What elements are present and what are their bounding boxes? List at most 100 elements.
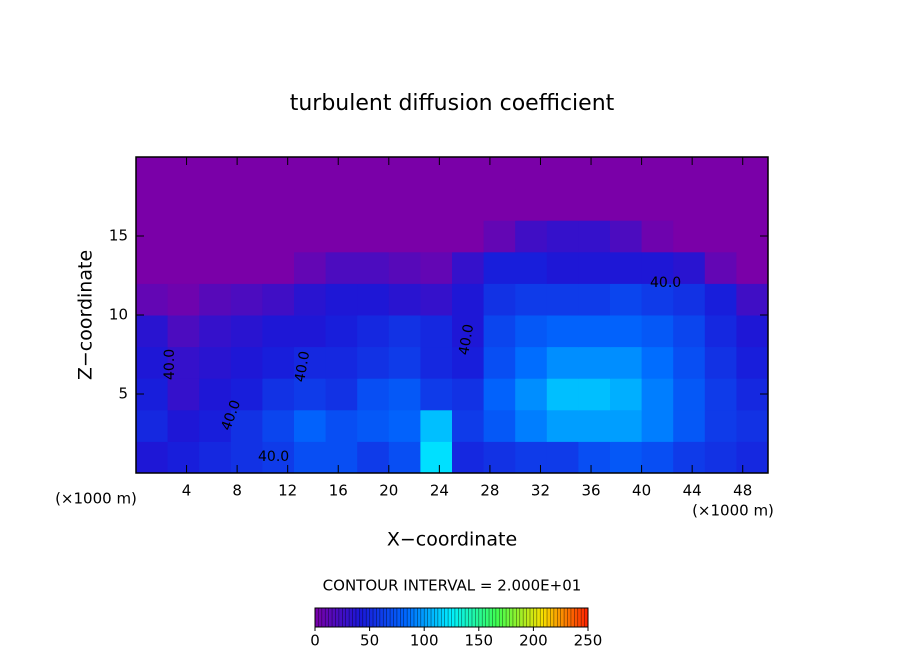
cell xyxy=(546,220,579,253)
cell xyxy=(483,378,516,411)
cell xyxy=(736,157,769,190)
cell xyxy=(294,441,327,474)
x-tick-label: 28 xyxy=(480,482,499,500)
cell xyxy=(641,157,674,190)
cell xyxy=(325,378,358,411)
cell xyxy=(230,441,263,474)
cell xyxy=(262,315,295,348)
cell xyxy=(452,315,485,348)
cell xyxy=(673,157,706,190)
cell xyxy=(704,220,737,253)
cell xyxy=(610,188,643,221)
x-unit: (×1000 m) xyxy=(692,502,774,520)
cell xyxy=(736,283,769,316)
x-tick-label: 40 xyxy=(632,482,651,500)
cell xyxy=(167,251,200,284)
cell xyxy=(325,409,358,442)
x-unit: (×1000 m) xyxy=(55,490,137,508)
cell xyxy=(610,378,643,411)
cell xyxy=(199,188,232,221)
cell xyxy=(136,346,169,379)
colorbar-tick-label: 100 xyxy=(410,632,439,650)
cell xyxy=(610,315,643,348)
cell xyxy=(294,157,327,190)
cell xyxy=(230,346,263,379)
cell xyxy=(452,251,485,284)
cell xyxy=(294,346,327,379)
cell xyxy=(294,283,327,316)
cell xyxy=(673,315,706,348)
cell xyxy=(736,251,769,284)
cell xyxy=(420,251,453,284)
cell xyxy=(736,315,769,348)
cell xyxy=(515,188,548,221)
x-tick-label: 12 xyxy=(278,482,297,500)
cell xyxy=(325,220,358,253)
cell xyxy=(610,441,643,474)
cell xyxy=(357,188,390,221)
cell xyxy=(420,409,453,442)
y-axis-label: Z−coordinate xyxy=(75,250,97,380)
cell xyxy=(199,283,232,316)
cell xyxy=(420,157,453,190)
cell xyxy=(294,220,327,253)
y-tick-label: 5 xyxy=(118,385,128,403)
cell xyxy=(610,346,643,379)
cell xyxy=(546,157,579,190)
cell xyxy=(136,251,169,284)
y-tick-label: 10 xyxy=(109,306,128,324)
cell xyxy=(136,283,169,316)
cell xyxy=(357,220,390,253)
cell xyxy=(610,157,643,190)
x-axis-label: X−coordinate xyxy=(387,529,517,551)
cell xyxy=(610,409,643,442)
cell xyxy=(357,157,390,190)
cell xyxy=(325,251,358,284)
x-tick-label: 44 xyxy=(683,482,702,500)
cell xyxy=(262,220,295,253)
cell xyxy=(704,315,737,348)
cell xyxy=(704,283,737,316)
cell xyxy=(483,188,516,221)
cell xyxy=(325,441,358,474)
cell xyxy=(388,220,421,253)
cell xyxy=(483,283,516,316)
cell xyxy=(136,441,169,474)
cell xyxy=(673,220,706,253)
cell xyxy=(294,188,327,221)
contour-label: 40.0 xyxy=(650,275,681,291)
cell xyxy=(515,441,548,474)
cell xyxy=(357,441,390,474)
cell xyxy=(325,346,358,379)
cell xyxy=(136,188,169,221)
cell xyxy=(325,188,358,221)
contour-label: 40.0 xyxy=(258,449,289,465)
cell xyxy=(230,315,263,348)
cell xyxy=(357,315,390,348)
cell xyxy=(294,409,327,442)
cell xyxy=(578,188,611,221)
cell xyxy=(420,441,453,474)
cell xyxy=(515,315,548,348)
cell xyxy=(641,188,674,221)
cell xyxy=(167,157,200,190)
cell xyxy=(515,346,548,379)
cell xyxy=(199,315,232,348)
cell xyxy=(578,378,611,411)
cell xyxy=(641,251,674,284)
cell xyxy=(736,409,769,442)
cell xyxy=(515,220,548,253)
cell xyxy=(388,251,421,284)
cell xyxy=(167,220,200,253)
cell xyxy=(546,283,579,316)
cell xyxy=(388,188,421,221)
cell xyxy=(673,346,706,379)
cell xyxy=(546,315,579,348)
cell xyxy=(704,409,737,442)
cell xyxy=(167,409,200,442)
cell xyxy=(420,220,453,253)
cell xyxy=(578,283,611,316)
cell xyxy=(388,315,421,348)
cell xyxy=(578,220,611,253)
